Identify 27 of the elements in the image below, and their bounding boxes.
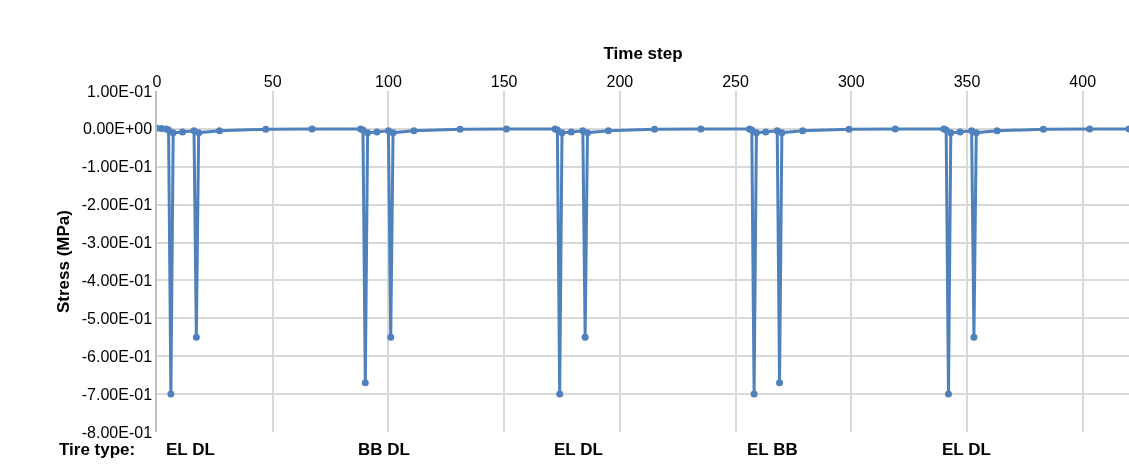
y-tick-label: -7.00E-01 [81,385,153,403]
text: EL DL [166,440,215,459]
y-tick-label: -2.00E-01 [81,196,153,214]
y-tick-label: -8.00E-01 [81,423,153,441]
x-tick-label: 0 [152,72,162,90]
text: BB DL [358,440,410,459]
x-tick-label: 400 [1069,72,1097,90]
x-tick-label: 250 [722,72,750,90]
y-tick-label: -3.00E-01 [81,234,153,252]
x-tick-label: 100 [375,72,402,90]
x-tick-label: 200 [606,72,634,90]
y-tick-label: -5.00E-01 [81,309,153,327]
text: EL BB [747,440,798,459]
y-tick-label: 0.00E+00 [83,120,153,138]
text: EL DL [554,440,603,459]
x-tick-label: 150 [490,72,518,90]
x-axis-title: Time step [603,44,683,64]
x-tick-label: 50 [263,72,282,90]
x-tick-label: 350 [953,72,981,90]
y-tick-label: -4.00E-01 [81,272,153,290]
text: Tire type: [59,440,136,459]
text: EL DL [942,440,991,459]
y-tick-label: 1.00E-01 [87,82,153,100]
y-tick-label: -1.00E-01 [81,158,153,176]
x-tick-label: 300 [837,72,865,90]
y-axis-title: Stress (MPa) [53,210,73,313]
y-tick-label: -6.00E-01 [81,347,153,365]
